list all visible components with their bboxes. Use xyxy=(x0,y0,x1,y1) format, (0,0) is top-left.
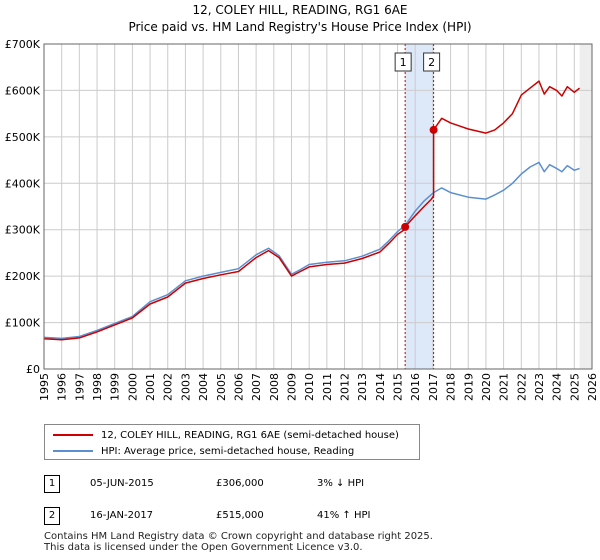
x-tick-label: 2012 xyxy=(339,373,352,401)
sale-date: 05-JUN-2015 xyxy=(90,478,154,489)
x-tick-label: 2005 xyxy=(215,373,228,401)
y-tick-label: £600K xyxy=(5,84,41,97)
x-tick-label: 2002 xyxy=(162,373,175,401)
y-tick-label: £200K xyxy=(5,270,41,283)
y-tick-label: £300K xyxy=(5,224,41,237)
x-tick-label: 2016 xyxy=(409,373,422,401)
x-tick-label: 2014 xyxy=(374,373,387,401)
footer-copyright: Contains HM Land Registry data © Crown c… xyxy=(44,531,433,542)
x-tick-label: 2024 xyxy=(551,373,564,401)
y-tick-label: £700K xyxy=(5,38,41,51)
x-tick-label: 2006 xyxy=(232,373,245,401)
x-tick-label: 2000 xyxy=(126,373,139,401)
x-tick-label: 2001 xyxy=(144,373,157,401)
x-tick-label: 2026 xyxy=(586,373,599,401)
x-tick-label: 2019 xyxy=(462,373,475,401)
sale-date: 16-JAN-2017 xyxy=(90,510,154,521)
sale-marker-label: 2 xyxy=(428,56,435,69)
legend-swatch-property xyxy=(53,434,93,436)
x-tick-label: 2025 xyxy=(568,373,581,401)
x-tick-label: 2022 xyxy=(515,373,528,401)
chart-title: 12, COLEY HILL, READING, RG1 6AE xyxy=(192,3,407,17)
x-tick-label: 2020 xyxy=(480,373,493,401)
x-tick-label: 2017 xyxy=(427,373,440,401)
chart-subtitle: Price paid vs. HM Land Registry's House … xyxy=(128,20,471,34)
sale-price: £306,000 xyxy=(216,478,264,489)
x-tick-label: 2011 xyxy=(321,373,334,401)
x-tick-label: 1998 xyxy=(91,373,104,401)
property-series-line xyxy=(43,80,581,341)
sale-marker-box xyxy=(423,52,441,72)
x-tick-label: 2009 xyxy=(285,373,298,401)
x-tick-label: 2007 xyxy=(250,373,263,401)
plot-frame xyxy=(43,43,593,370)
hpi-series-line xyxy=(43,161,580,340)
sale-hpi-change: 3% ↓ HPI xyxy=(317,478,365,489)
sale-point xyxy=(401,222,410,231)
x-tick-label: 2018 xyxy=(445,373,458,401)
x-tick-label: 2023 xyxy=(533,373,546,401)
x-tick-label: 2015 xyxy=(392,373,405,401)
legend-item-hpi: HPI: Average price, semi-detached house,… xyxy=(53,443,354,459)
sale-hpi-change: 41% ↑ HPI xyxy=(317,510,371,521)
x-tick-label: 1996 xyxy=(56,373,69,401)
legend: 12, COLEY HILL, READING, RG1 6AE (semi-d… xyxy=(44,424,420,460)
x-tick-label: 2013 xyxy=(356,373,369,401)
x-tick-label: 2010 xyxy=(303,373,316,401)
y-tick-label: £0 xyxy=(26,363,40,376)
x-tick-label: 1997 xyxy=(73,373,86,401)
sale-marker-badge: 1 xyxy=(44,475,60,493)
sale-marker-badge: 2 xyxy=(44,507,60,525)
sale-price: £515,000 xyxy=(216,510,264,521)
x-tick-label: 1999 xyxy=(109,373,122,401)
x-tick-label: 2021 xyxy=(498,373,511,401)
legend-swatch-hpi xyxy=(53,450,93,452)
y-tick-label: £100K xyxy=(5,317,41,330)
x-tick-label: 2003 xyxy=(179,373,192,401)
legend-item-property: 12, COLEY HILL, READING, RG1 6AE (semi-d… xyxy=(53,427,399,443)
y-tick-label: £500K xyxy=(5,131,41,144)
x-tick-label: 1995 xyxy=(38,373,51,401)
price-chart: 12, COLEY HILL, READING, RG1 6AE Price p… xyxy=(5,3,599,401)
footer-licence: This data is licensed under the Open Gov… xyxy=(44,542,363,553)
x-tick-label: 2008 xyxy=(268,373,281,401)
sale-marker-label: 1 xyxy=(400,56,407,69)
legend-label-hpi: HPI: Average price, semi-detached house,… xyxy=(101,445,355,457)
y-tick-label: £400K xyxy=(5,177,41,190)
forecast-region xyxy=(579,44,592,369)
footer: Contains HM Land Registry data © Crown c… xyxy=(44,531,433,553)
legend-label-property: 12, COLEY HILL, READING, RG1 6AE (semi-d… xyxy=(101,429,399,441)
sale-marker-box xyxy=(394,52,412,72)
sale-point xyxy=(429,125,438,134)
x-tick-label: 2004 xyxy=(197,373,210,401)
